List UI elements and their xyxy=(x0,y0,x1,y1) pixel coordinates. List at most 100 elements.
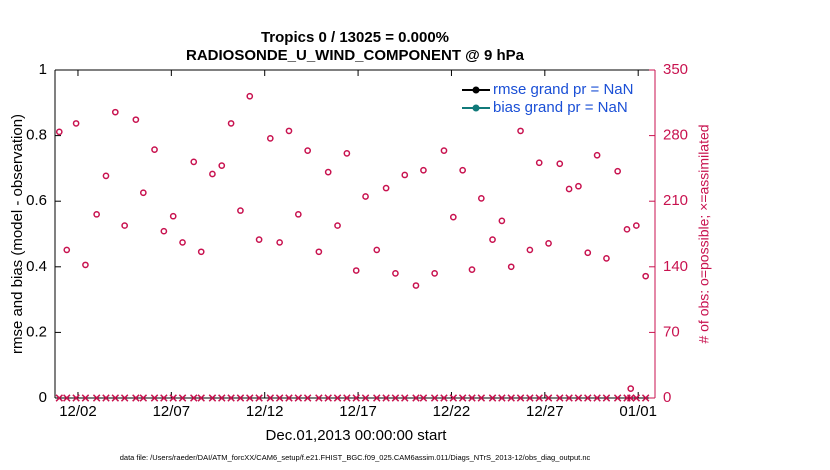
circle-marker xyxy=(315,248,323,256)
cross-marker xyxy=(602,394,611,402)
y2-tick-label: 0 xyxy=(663,389,671,406)
circle-marker xyxy=(343,150,351,157)
circle-marker xyxy=(102,172,110,180)
circle-marker xyxy=(255,236,263,243)
cross-marker xyxy=(613,394,622,402)
y-axis-label: rmse and bias (model - observation) xyxy=(9,114,26,354)
circle-marker xyxy=(132,116,140,124)
y-tick-label: 1 xyxy=(39,61,47,78)
cross-marker xyxy=(160,394,168,402)
circle-marker xyxy=(489,236,496,243)
cross-marker xyxy=(477,394,486,402)
circle-marker xyxy=(526,246,534,254)
y-tick-label: 0.6 xyxy=(26,192,47,209)
x-tick-label: 12/07 xyxy=(153,403,191,420)
circle-marker xyxy=(151,146,158,154)
cross-marker xyxy=(236,394,245,402)
circle-marker xyxy=(324,168,332,176)
cross-marker xyxy=(440,394,448,402)
circle-marker xyxy=(623,225,631,233)
circle-marker xyxy=(209,170,216,178)
circle-marker xyxy=(545,240,552,247)
circle-marker xyxy=(575,182,582,190)
y-tick-label: 0 xyxy=(39,389,47,406)
cross-marker xyxy=(294,394,303,402)
legend-label: rmse grand pr = NaN xyxy=(493,81,633,98)
cross-marker xyxy=(255,394,263,402)
cross-marker xyxy=(574,394,583,402)
cross-marker xyxy=(343,394,351,402)
cross-marker xyxy=(593,394,601,402)
circle-marker xyxy=(507,263,515,271)
circle-marker xyxy=(82,261,89,269)
cross-marker xyxy=(190,394,198,402)
circle-marker xyxy=(449,213,457,221)
cross-marker xyxy=(197,394,205,402)
circle-marker xyxy=(584,249,592,257)
circle-marker xyxy=(517,127,524,135)
circle-marker xyxy=(93,210,100,218)
circle-marker xyxy=(139,189,147,197)
cross-marker xyxy=(139,394,148,402)
cross-marker xyxy=(266,394,275,402)
cross-marker xyxy=(169,394,177,402)
cross-marker xyxy=(246,394,254,402)
cross-marker xyxy=(285,394,293,402)
cross-marker xyxy=(102,394,110,402)
circle-marker xyxy=(642,272,650,280)
circle-marker xyxy=(352,267,360,274)
x-tick-label: 12/22 xyxy=(433,403,471,420)
cross-marker xyxy=(556,394,564,402)
cross-marker xyxy=(373,394,381,402)
cross-marker xyxy=(72,394,80,402)
circle-marker xyxy=(565,185,573,193)
circle-marker xyxy=(304,147,312,154)
cross-marker xyxy=(81,394,90,402)
circle-marker xyxy=(632,222,640,229)
y-tick-label: 0.8 xyxy=(26,127,47,144)
cross-marker xyxy=(526,394,534,402)
cross-marker xyxy=(382,394,390,402)
y-tick-label: 0.4 xyxy=(26,258,47,275)
chart-title: Tropics 0 / 13025 = 0.000% xyxy=(261,29,449,46)
cross-marker xyxy=(430,394,439,402)
cross-marker xyxy=(584,394,592,402)
circle-marker xyxy=(266,135,274,142)
circle-marker xyxy=(294,210,302,218)
x-tick-label: 12/12 xyxy=(246,403,284,420)
cross-marker xyxy=(208,394,217,402)
circle-marker xyxy=(593,151,601,159)
cross-marker xyxy=(632,394,641,402)
chart-subtitle: RADIOSONDE_U_WIND_COMPONENT @ 9 hPa xyxy=(186,47,525,64)
circle-marker xyxy=(334,222,341,229)
circle-marker xyxy=(218,162,226,169)
circle-marker xyxy=(197,248,205,256)
cross-marker xyxy=(55,394,64,402)
cross-marker xyxy=(218,394,226,402)
cross-marker xyxy=(458,394,467,402)
cross-marker xyxy=(361,394,370,402)
cross-marker xyxy=(468,394,476,402)
circle-marker xyxy=(477,195,485,202)
circle-marker xyxy=(431,270,438,277)
cross-marker xyxy=(111,394,120,402)
circle-marker xyxy=(179,239,186,246)
circle-marker xyxy=(237,207,244,214)
circle-marker xyxy=(468,266,476,273)
circle-marker xyxy=(55,128,63,136)
y-tick-label: 0.2 xyxy=(26,323,47,340)
cross-marker xyxy=(227,394,235,402)
cross-marker xyxy=(507,394,515,402)
circle-marker xyxy=(72,120,80,127)
circle-marker xyxy=(169,212,177,220)
circle-marker xyxy=(160,227,168,235)
y2-tick-label: 70 xyxy=(663,323,680,340)
cross-marker xyxy=(150,394,159,402)
circle-marker xyxy=(276,239,283,246)
footnote: data file: /Users/raeder/DAI/ATM_forcXX/… xyxy=(120,453,591,462)
circle-marker xyxy=(285,127,293,135)
circle-marker xyxy=(498,217,506,225)
cross-marker xyxy=(641,394,650,402)
x-axis-label: Dec.01,2013 00:00:00 start xyxy=(266,427,448,444)
y2-tick-label: 280 xyxy=(663,127,688,144)
